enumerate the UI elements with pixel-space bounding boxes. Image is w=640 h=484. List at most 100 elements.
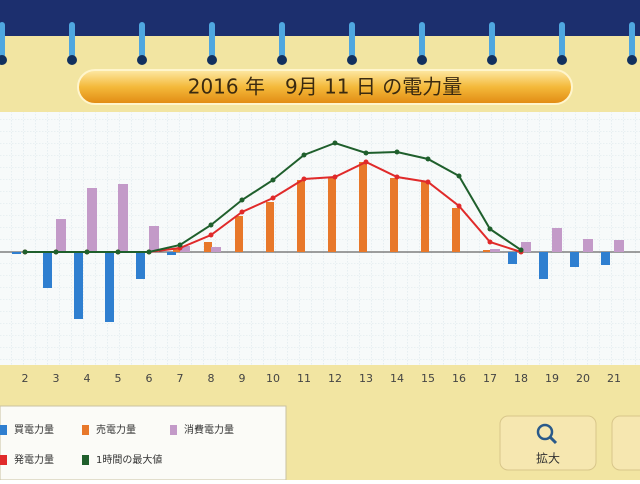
point xyxy=(208,232,214,238)
bar xyxy=(614,240,624,252)
bar xyxy=(12,252,21,254)
x-tick-label: 20 xyxy=(576,372,590,385)
x-tick-label: 6 xyxy=(146,372,153,385)
ring-hole xyxy=(627,55,637,65)
bar xyxy=(421,182,429,252)
zoom-icon-handle xyxy=(548,435,558,445)
point xyxy=(332,174,338,180)
x-tick-label: 21 xyxy=(607,372,621,385)
bar xyxy=(359,162,367,252)
bar xyxy=(74,252,83,319)
ring-hole xyxy=(487,55,497,65)
ring xyxy=(209,22,215,58)
plot-grid xyxy=(0,112,640,365)
ring xyxy=(139,22,145,58)
legend-label: 買電力量 xyxy=(14,423,54,436)
x-tick-label: 7 xyxy=(177,372,184,385)
point xyxy=(115,249,121,255)
bar xyxy=(167,252,176,255)
bar xyxy=(452,208,460,252)
bar xyxy=(56,219,66,252)
bar xyxy=(173,249,181,252)
point xyxy=(487,239,493,245)
legend-swatch xyxy=(82,455,89,465)
point xyxy=(363,159,369,165)
ring xyxy=(279,22,285,58)
x-tick-label: 2 xyxy=(22,372,29,385)
point xyxy=(239,197,245,203)
chart-title: 2016 年 9月 11 日 の電力量 xyxy=(188,75,463,99)
legend-swatch xyxy=(0,455,7,465)
legend-swatch xyxy=(170,425,177,435)
ring-hole xyxy=(0,55,7,65)
point xyxy=(332,140,338,146)
top-band xyxy=(0,0,640,36)
legend xyxy=(0,405,287,481)
point xyxy=(425,156,431,162)
point xyxy=(208,222,214,228)
point xyxy=(53,249,59,255)
bar xyxy=(583,239,593,252)
point xyxy=(177,242,183,248)
ring-hole xyxy=(557,55,567,65)
x-tick-label: 4 xyxy=(84,372,91,385)
point xyxy=(146,249,152,255)
point xyxy=(301,176,307,182)
x-tick-label: 8 xyxy=(208,372,215,385)
ring xyxy=(629,22,635,58)
bar xyxy=(149,226,159,252)
x-tick-label: 5 xyxy=(115,372,122,385)
ring-hole xyxy=(207,55,217,65)
x-tick-label: 15 xyxy=(421,372,435,385)
ring xyxy=(0,22,5,58)
ring xyxy=(559,22,565,58)
legend-label: 1時間の最大値 xyxy=(96,453,162,466)
point xyxy=(301,152,307,158)
ring-hole xyxy=(277,55,287,65)
bar xyxy=(204,242,212,252)
point xyxy=(456,173,462,179)
bar xyxy=(539,252,548,279)
x-tick-label: 9 xyxy=(239,372,246,385)
zoom-button[interactable] xyxy=(499,415,597,471)
bar xyxy=(508,252,517,264)
legend-swatch xyxy=(82,425,89,435)
ring-hole xyxy=(347,55,357,65)
bar xyxy=(118,184,128,252)
binder-rings xyxy=(0,22,637,65)
x-tick-label: 13 xyxy=(359,372,373,385)
x-tick-label: 12 xyxy=(328,372,342,385)
bar xyxy=(87,188,97,252)
bar xyxy=(235,216,243,252)
bar xyxy=(180,246,190,252)
legend-label: 消費電力量 xyxy=(184,423,234,436)
point xyxy=(487,226,493,232)
bar xyxy=(483,250,491,252)
x-tick-label: 14 xyxy=(390,372,404,385)
point xyxy=(22,249,28,255)
x-tick-label: 17 xyxy=(483,372,497,385)
x-tick-label: 19 xyxy=(545,372,559,385)
bar xyxy=(490,249,500,252)
point xyxy=(363,150,369,156)
ring-hole xyxy=(417,55,427,65)
bar xyxy=(43,252,52,288)
point xyxy=(239,209,245,215)
bar xyxy=(521,242,531,252)
ring xyxy=(489,22,495,58)
bar xyxy=(552,228,562,252)
zoom-icon xyxy=(536,423,554,441)
next-button[interactable] xyxy=(611,415,640,471)
point xyxy=(270,195,276,201)
bar xyxy=(211,247,221,252)
legend-label: 発電力量 xyxy=(14,453,54,466)
bar xyxy=(105,252,114,322)
x-tick-label: 10 xyxy=(266,372,280,385)
x-tick-label: 18 xyxy=(514,372,528,385)
legend-swatch xyxy=(0,425,7,435)
bar xyxy=(328,178,336,252)
ring xyxy=(419,22,425,58)
bar xyxy=(390,178,398,252)
bar xyxy=(266,202,274,252)
